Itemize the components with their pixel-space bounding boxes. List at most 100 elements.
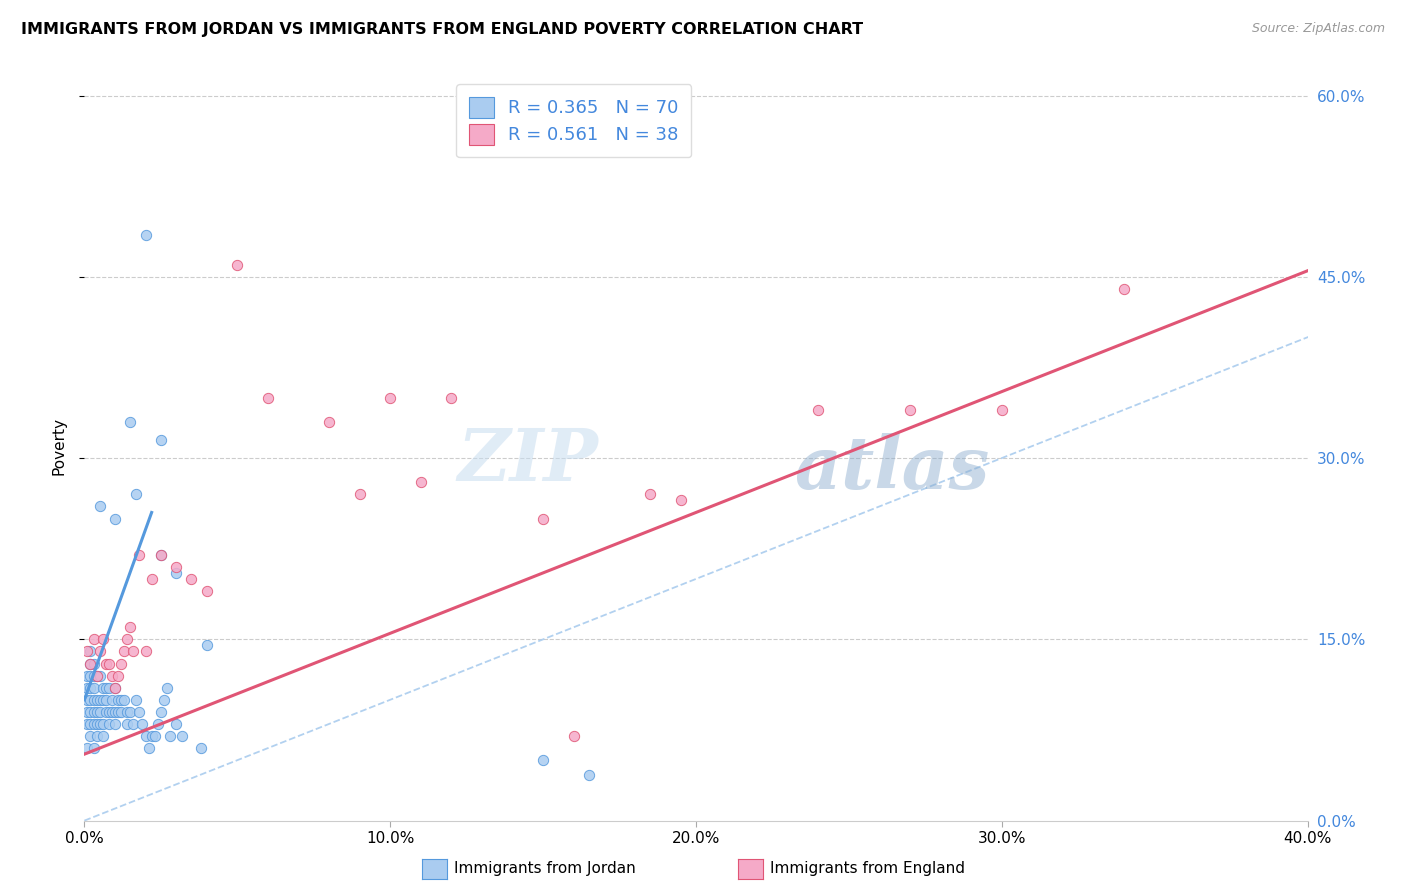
Point	[83, 705, 105, 719]
Point	[165, 566, 187, 580]
Point	[76, 717, 98, 731]
Point	[135, 729, 157, 743]
Point	[141, 729, 163, 743]
Point	[107, 705, 129, 719]
Point	[120, 705, 142, 719]
Point	[141, 572, 163, 586]
Point	[97, 657, 120, 671]
Point	[76, 681, 98, 695]
Point	[94, 657, 117, 671]
Point	[110, 705, 132, 719]
Point	[83, 693, 105, 707]
Text: Immigrants from Jordan: Immigrants from Jordan	[454, 862, 636, 876]
Point	[1114, 282, 1136, 296]
Text: ZIP: ZIP	[457, 425, 598, 497]
Point	[112, 693, 135, 707]
Point	[83, 668, 105, 682]
Point	[380, 391, 402, 405]
Point	[79, 729, 101, 743]
Point	[120, 620, 142, 634]
Point	[146, 717, 169, 731]
Point	[86, 729, 108, 743]
Point	[131, 717, 153, 731]
Point	[83, 681, 105, 695]
Point	[94, 705, 117, 719]
Point	[79, 657, 101, 671]
Point	[83, 657, 105, 671]
Point	[76, 741, 98, 756]
Point	[669, 493, 692, 508]
Point	[104, 681, 127, 695]
Y-axis label: Poverty: Poverty	[51, 417, 66, 475]
Point	[128, 548, 150, 562]
Point	[97, 705, 120, 719]
Point	[562, 729, 585, 743]
Point	[638, 487, 661, 501]
Point	[76, 693, 98, 707]
Point	[104, 681, 127, 695]
Point	[86, 705, 108, 719]
Point	[318, 415, 340, 429]
Text: Immigrants from England: Immigrants from England	[770, 862, 966, 876]
Point	[91, 693, 114, 707]
Point	[115, 705, 138, 719]
Point	[172, 729, 194, 743]
Point	[94, 693, 117, 707]
Point	[79, 705, 101, 719]
Point	[79, 693, 101, 707]
Point	[135, 227, 157, 242]
Point	[115, 632, 138, 647]
Point	[115, 717, 138, 731]
Point	[991, 402, 1014, 417]
Point	[86, 668, 108, 682]
Point	[89, 644, 111, 658]
Point	[86, 693, 108, 707]
Point	[128, 705, 150, 719]
Point	[76, 644, 98, 658]
Point	[807, 402, 830, 417]
Point	[195, 584, 218, 599]
Point	[79, 668, 101, 682]
Point	[91, 681, 114, 695]
Point	[409, 475, 432, 490]
Point	[180, 572, 202, 586]
Point	[79, 657, 101, 671]
Point	[107, 668, 129, 682]
Point	[195, 639, 218, 653]
Point	[153, 693, 176, 707]
Point	[125, 487, 148, 501]
Point	[112, 644, 135, 658]
Point	[165, 717, 187, 731]
Point	[125, 693, 148, 707]
Point	[257, 391, 280, 405]
Point	[440, 391, 463, 405]
Point	[101, 693, 124, 707]
Point	[156, 681, 179, 695]
Point	[91, 632, 114, 647]
Point	[135, 644, 157, 658]
Point	[91, 729, 114, 743]
Point	[79, 644, 101, 658]
Point	[83, 632, 105, 647]
Point	[91, 717, 114, 731]
Point	[149, 705, 172, 719]
Point	[97, 681, 120, 695]
Point	[94, 681, 117, 695]
Point	[122, 717, 145, 731]
Point	[104, 705, 127, 719]
Point	[86, 717, 108, 731]
Point	[159, 729, 181, 743]
Point	[531, 753, 554, 767]
Point	[122, 644, 145, 658]
Point	[107, 693, 129, 707]
Point	[79, 681, 101, 695]
Point	[104, 511, 127, 525]
Point	[89, 705, 111, 719]
Point	[76, 668, 98, 682]
Point	[97, 717, 120, 731]
Point	[120, 415, 142, 429]
Legend: R = 0.365   N = 70, R = 0.561   N = 38: R = 0.365 N = 70, R = 0.561 N = 38	[456, 84, 692, 158]
Point	[149, 548, 172, 562]
Point	[89, 717, 111, 731]
Point	[110, 657, 132, 671]
